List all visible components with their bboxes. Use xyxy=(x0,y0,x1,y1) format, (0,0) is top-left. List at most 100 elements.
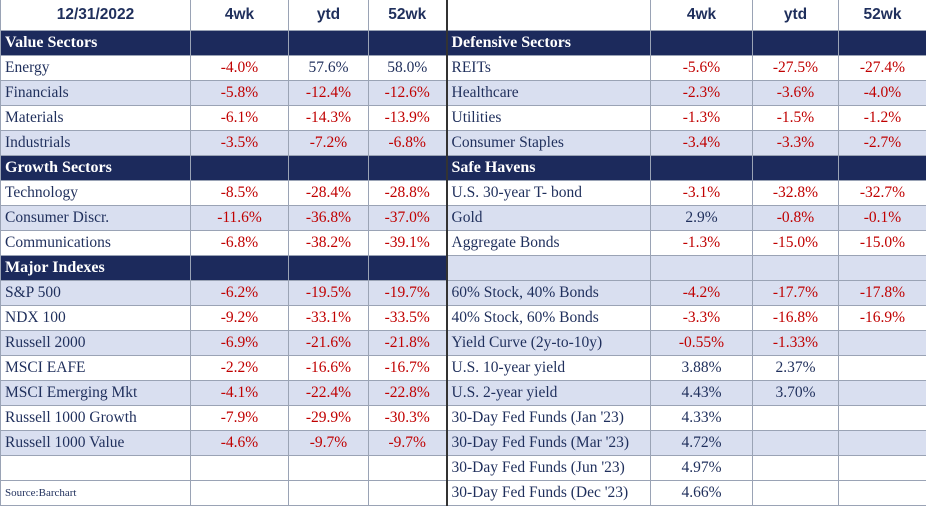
value-cell: -9.2% xyxy=(190,304,289,331)
value-cell: 3.70% xyxy=(752,379,839,406)
table-row: Consumer Discr. -11.6% -36.8% -37.0% Gold 2.9… xyxy=(0,204,926,231)
row-label: S&P 500 xyxy=(0,279,191,306)
row-label: Aggregate Bonds xyxy=(445,229,651,256)
value-cell: 4.72% xyxy=(650,429,753,456)
row-label: 30-Day Fed Funds (Mar '23) xyxy=(445,429,651,456)
value-cell: -16.8% xyxy=(752,304,839,331)
value-cell: 2.9% xyxy=(650,204,753,231)
value-cell xyxy=(838,404,926,431)
value-cell: -2.7% xyxy=(838,129,926,156)
value-cell: -27.5% xyxy=(752,54,839,81)
value-cell: -4.6% xyxy=(190,429,289,456)
value-cell: -12.4% xyxy=(288,79,369,106)
value-cell: -36.8% xyxy=(288,204,369,231)
section-header-row: Value Sectors Defensive Sectors xyxy=(0,29,926,56)
value-cell: -5.8% xyxy=(190,79,289,106)
value-cell: -7.9% xyxy=(190,404,289,431)
table-row: MSCI Emerging Mkt -4.1% -22.4% -22.8% U.S. 2… xyxy=(0,379,926,406)
value-cell: -29.9% xyxy=(288,404,369,431)
section-filler xyxy=(752,29,839,56)
value-cell: -30.3% xyxy=(368,404,447,431)
row-label: Industrials xyxy=(0,129,191,156)
row-label: NDX 100 xyxy=(0,304,191,331)
col-ytd-header-right: ytd xyxy=(752,0,839,31)
section-filler xyxy=(838,254,926,281)
value-cell: 3.88% xyxy=(650,354,753,381)
value-cell xyxy=(752,429,839,456)
table-row: Communications -6.8% -38.2% -39.1% Aggregate… xyxy=(0,229,926,256)
row-label: Russell 1000 Growth xyxy=(0,404,191,431)
value-cell xyxy=(288,479,369,506)
value-cell: -13.9% xyxy=(368,104,447,131)
source-note: Source:Barchart xyxy=(0,479,191,506)
section-filler xyxy=(190,29,289,56)
value-cell: -3.6% xyxy=(752,79,839,106)
row-label: Communications xyxy=(0,229,191,256)
row-label: Russell 1000 Value xyxy=(0,429,191,456)
section-filler xyxy=(838,29,926,56)
section-filler xyxy=(752,154,839,181)
value-cell: -11.6% xyxy=(190,204,289,231)
value-cell: -16.6% xyxy=(288,354,369,381)
row-label: U.S. 10-year yield xyxy=(445,354,651,381)
section-label: Safe Havens xyxy=(445,154,651,181)
right-blank-header xyxy=(445,0,651,31)
table-row: Russell 1000 Growth -7.9% -29.9% -30.3% 30-D… xyxy=(0,404,926,431)
value-cell: -6.2% xyxy=(190,279,289,306)
section-filler xyxy=(190,154,289,181)
value-cell: -9.7% xyxy=(368,429,447,456)
value-cell: -32.7% xyxy=(838,179,926,206)
value-cell: -33.1% xyxy=(288,304,369,331)
value-cell: -3.3% xyxy=(752,129,839,156)
col-ytd-header: ytd xyxy=(288,0,369,31)
section-filler xyxy=(368,154,447,181)
value-cell xyxy=(838,479,926,506)
value-cell xyxy=(838,329,926,356)
value-cell: -6.8% xyxy=(368,129,447,156)
value-cell xyxy=(190,479,289,506)
table-row: 30-Day Fed Funds (Jun '23) 4.97% xyxy=(0,454,926,481)
row-label: Yield Curve (2y-to-10y) xyxy=(445,329,651,356)
value-cell: -0.1% xyxy=(838,204,926,231)
value-cell: -4.0% xyxy=(190,54,289,81)
section-filler xyxy=(288,154,369,181)
value-cell xyxy=(752,404,839,431)
value-cell: -15.0% xyxy=(752,229,839,256)
value-cell: -16.9% xyxy=(838,304,926,331)
value-cell: -4.1% xyxy=(190,379,289,406)
value-cell xyxy=(838,454,926,481)
section-filler xyxy=(288,29,369,56)
value-cell xyxy=(752,479,839,506)
value-cell: -1.5% xyxy=(752,104,839,131)
section-label: Major Indexes xyxy=(0,254,191,281)
value-cell: -1.2% xyxy=(838,104,926,131)
value-cell: -12.6% xyxy=(368,79,447,106)
value-cell xyxy=(838,354,926,381)
col-52wk-header: 52wk xyxy=(368,0,447,31)
table-row: Russell 1000 Value -4.6% -9.7% -9.7% 30-Day … xyxy=(0,429,926,456)
section-label: Value Sectors xyxy=(0,29,191,56)
value-cell: 4.43% xyxy=(650,379,753,406)
value-cell: -7.2% xyxy=(288,129,369,156)
value-cell xyxy=(368,454,447,481)
col-4wk-header: 4wk xyxy=(190,0,289,31)
row-label: Utilities xyxy=(445,104,651,131)
row-label: Materials xyxy=(0,104,191,131)
row-label: Consumer Staples xyxy=(445,129,651,156)
value-cell: -19.7% xyxy=(368,279,447,306)
header-row: 12/31/2022 4wk ytd 52wk 4wk ytd 52wk xyxy=(0,0,926,31)
row-label: 30-Day Fed Funds (Jan '23) xyxy=(445,404,651,431)
section-header-row: Major Indexes xyxy=(0,254,926,281)
section-filler xyxy=(838,154,926,181)
value-cell xyxy=(838,379,926,406)
value-cell: -4.2% xyxy=(650,279,753,306)
section-label: Growth Sectors xyxy=(0,154,191,181)
table-row: Financials -5.8% -12.4% -12.6% Healthcare -2.… xyxy=(0,79,926,106)
value-cell: -9.7% xyxy=(288,429,369,456)
value-cell: -39.1% xyxy=(368,229,447,256)
value-cell: -28.8% xyxy=(368,179,447,206)
value-cell: -8.5% xyxy=(190,179,289,206)
row-label: Energy xyxy=(0,54,191,81)
section-filler xyxy=(650,154,753,181)
value-cell: -0.55% xyxy=(650,329,753,356)
